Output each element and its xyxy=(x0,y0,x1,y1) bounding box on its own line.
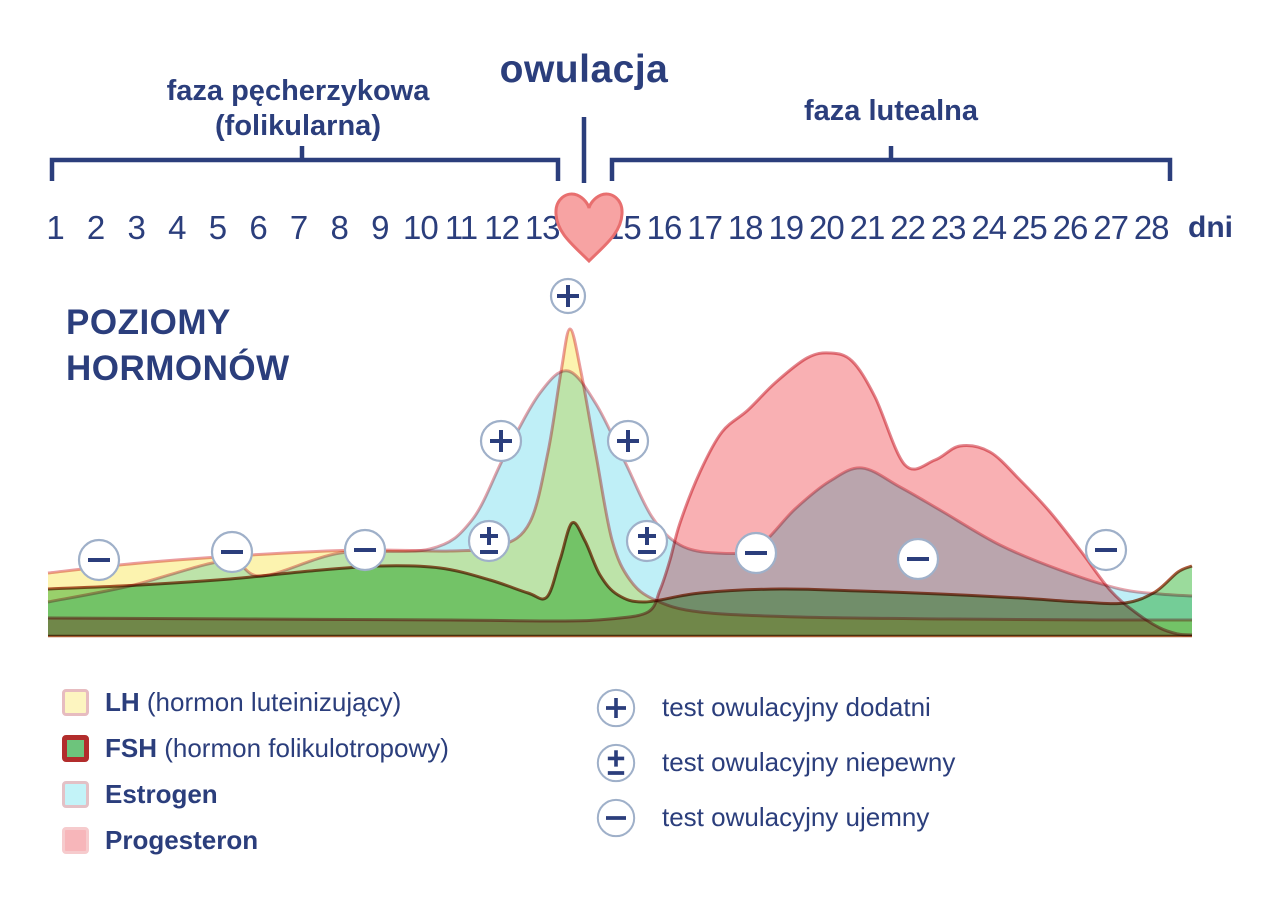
day-number: 21 xyxy=(849,209,886,246)
minus-icon xyxy=(596,798,636,837)
day-number: 6 xyxy=(249,209,267,246)
test-legend-item-plusminus: test owulacyjny niepewny xyxy=(596,735,955,790)
day-number: 3 xyxy=(127,209,146,246)
legend-label: Estrogen xyxy=(105,778,218,809)
heart-icon xyxy=(554,192,624,264)
test-marker-minus xyxy=(343,528,387,572)
legend-swatch-progesteron xyxy=(62,826,89,854)
day-number: 22 xyxy=(890,209,926,246)
test-marker-minus xyxy=(896,537,940,581)
phase-label-follicular: faza pęcherzykowa (folikularna) xyxy=(98,74,498,144)
day-number: 9 xyxy=(371,209,389,246)
day-number: 10 xyxy=(403,209,439,246)
follicular-phase-bracket xyxy=(49,146,561,181)
test-legend-label: test owulacyjny niepewny xyxy=(662,747,956,777)
test-marker-plus xyxy=(606,419,650,463)
hormone-legend: LH (hormon luteinizujący) FSH (hormon fol… xyxy=(62,679,449,863)
day-number: 7 xyxy=(289,209,308,246)
legend-swatch-lh xyxy=(62,688,89,716)
day-axis-unit-label: dni xyxy=(1188,211,1233,244)
test-marker-minus xyxy=(1084,528,1128,572)
test-legend-label: test owulacyjny dodatni xyxy=(662,692,931,722)
test-marker-minus xyxy=(77,538,121,582)
test-marker-plusminus xyxy=(467,519,511,563)
test-marker-minus xyxy=(734,531,778,575)
day-number: 1 xyxy=(46,209,64,246)
day-number: 19 xyxy=(768,209,804,246)
test-result-legend: test owulacyjny dodatni test owulacyjny n… xyxy=(596,680,955,845)
test-marker-plusminus xyxy=(625,519,669,563)
day-number: 18 xyxy=(727,209,764,246)
legend-item-progesteron: Progesteron xyxy=(62,817,449,863)
area-fsh xyxy=(48,522,1192,636)
day-number: 2 xyxy=(86,209,105,246)
day-number: 17 xyxy=(687,209,723,246)
day-number: 24 xyxy=(971,209,1007,246)
test-marker-plus xyxy=(549,277,587,315)
day-number: 4 xyxy=(168,209,186,246)
luteal-phase-bracket xyxy=(609,146,1173,181)
test-legend-item-minus: test owulacyjny ujemny xyxy=(596,790,955,845)
day-number: 20 xyxy=(809,209,845,246)
legend-label: FSH (hormon folikulotropowy) xyxy=(105,732,449,763)
day-number: 16 xyxy=(646,209,683,246)
plus-icon xyxy=(596,688,636,727)
chart-title: POZIOMY HORMONÓW xyxy=(66,300,290,392)
chart-title-line1: POZIOMY xyxy=(66,303,231,342)
test-legend-label: test owulacyjny ujemny xyxy=(662,802,930,832)
day-number: 26 xyxy=(1052,209,1089,246)
day-number: 5 xyxy=(208,209,227,246)
phase-follicular-line1: faza pęcherzykowa xyxy=(166,75,430,107)
day-number: 11 xyxy=(444,209,478,246)
legend-swatch-estrogen xyxy=(62,780,89,808)
day-number: 8 xyxy=(330,209,349,246)
phase-follicular-line2: (folikularna) xyxy=(215,110,381,142)
legend-label: Progesteron xyxy=(105,824,259,855)
test-legend-item-plus: test owulacyjny dodatni xyxy=(596,680,955,735)
phase-label-luteal: faza lutealna xyxy=(803,95,979,127)
day-number: 12 xyxy=(484,209,520,246)
day-number: 25 xyxy=(1012,209,1048,246)
legend-item-lh: LH (hormon luteinizujący) xyxy=(62,679,449,725)
day-number: 28 xyxy=(1133,209,1170,246)
legend-label: LH (hormon luteinizujący) xyxy=(105,686,402,717)
legend-swatch-fsh xyxy=(62,734,89,762)
legend-item-estrogen: Estrogen xyxy=(62,771,449,817)
legend-item-fsh: FSH (hormon folikulotropowy) xyxy=(62,725,449,771)
test-marker-minus xyxy=(210,530,254,574)
day-number: 27 xyxy=(1093,209,1129,246)
chart-title-line2: HORMONÓW xyxy=(66,349,290,388)
page-title: owulacja xyxy=(499,48,669,91)
day-number: 23 xyxy=(930,209,967,246)
test-marker-plus xyxy=(479,419,523,463)
plusminus-icon xyxy=(596,743,636,782)
